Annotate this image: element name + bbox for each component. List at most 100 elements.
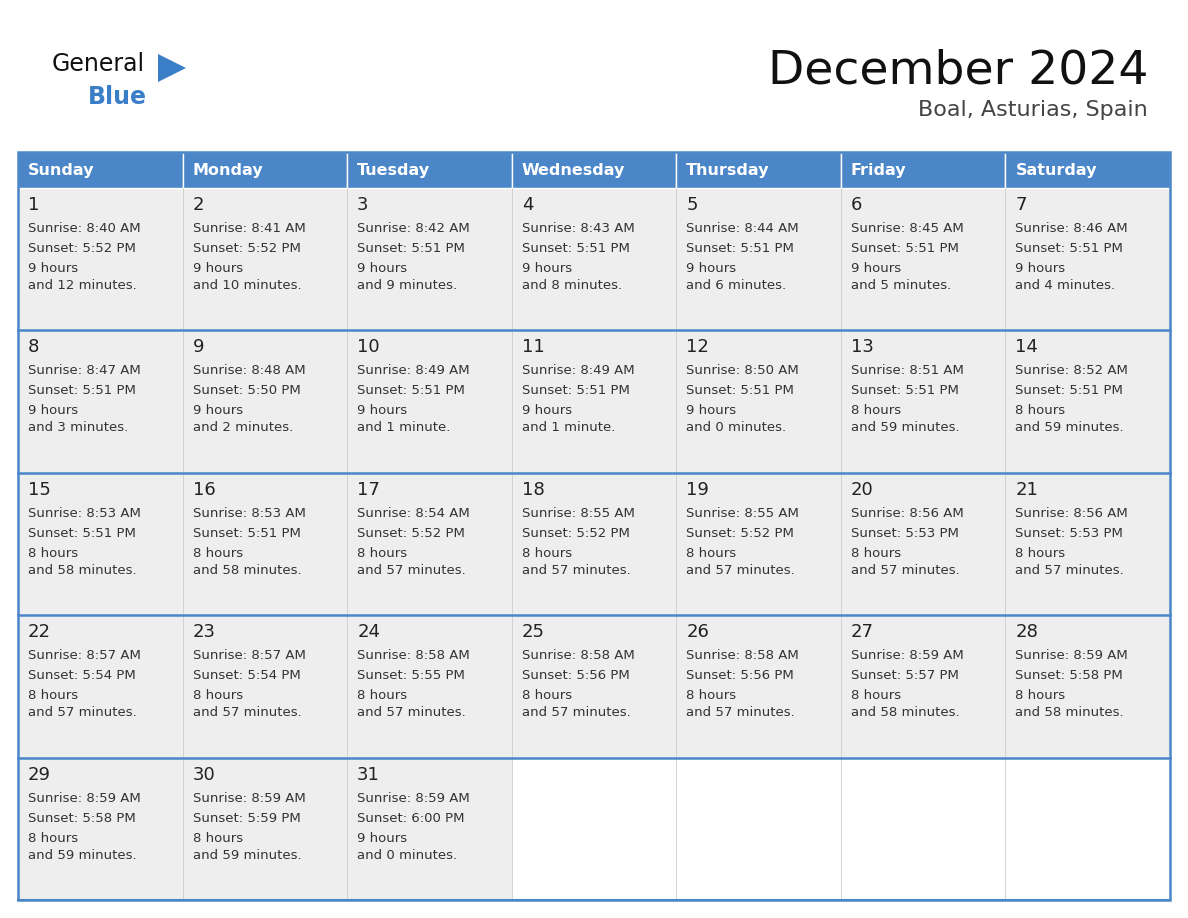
Bar	[183, 473, 347, 615]
Text: 10: 10	[358, 339, 380, 356]
Text: Thursday: Thursday	[687, 162, 770, 177]
Text: 27: 27	[851, 623, 874, 641]
Text: 8 hours
and 58 minutes.: 8 hours and 58 minutes.	[851, 689, 960, 719]
Text: Sunset: 5:53 PM: Sunset: 5:53 PM	[851, 527, 959, 540]
Text: Sunrise: 8:58 AM: Sunrise: 8:58 AM	[522, 649, 634, 662]
Text: Sunrise: 8:46 AM: Sunrise: 8:46 AM	[1016, 222, 1129, 235]
Bar	[841, 615, 1005, 757]
Text: Sunrise: 8:59 AM: Sunrise: 8:59 AM	[1016, 649, 1129, 662]
Bar	[347, 615, 512, 757]
Bar	[347, 330, 512, 473]
Text: Sunset: 5:52 PM: Sunset: 5:52 PM	[29, 242, 135, 255]
Text: 8 hours
and 59 minutes.: 8 hours and 59 minutes.	[192, 832, 302, 862]
Text: Sunset: 5:51 PM: Sunset: 5:51 PM	[29, 527, 135, 540]
Text: Sunrise: 8:56 AM: Sunrise: 8:56 AM	[851, 507, 963, 520]
Text: 13: 13	[851, 339, 873, 356]
Text: 9 hours
and 1 minute.: 9 hours and 1 minute.	[358, 405, 450, 434]
Polygon shape	[158, 54, 187, 82]
Text: 9 hours
and 5 minutes.: 9 hours and 5 minutes.	[851, 262, 952, 292]
Text: Sunset: 5:51 PM: Sunset: 5:51 PM	[687, 385, 794, 397]
Text: 8 hours
and 59 minutes.: 8 hours and 59 minutes.	[1016, 405, 1124, 434]
Text: 9 hours
and 10 minutes.: 9 hours and 10 minutes.	[192, 262, 302, 292]
Text: 12: 12	[687, 339, 709, 356]
Text: Sunset: 5:50 PM: Sunset: 5:50 PM	[192, 385, 301, 397]
Text: Sunrise: 8:45 AM: Sunrise: 8:45 AM	[851, 222, 963, 235]
Text: 23: 23	[192, 623, 215, 641]
Bar	[676, 473, 841, 615]
Bar	[1005, 473, 1170, 615]
Text: 8 hours
and 57 minutes.: 8 hours and 57 minutes.	[522, 689, 631, 719]
Text: Sunrise: 8:52 AM: Sunrise: 8:52 AM	[1016, 364, 1129, 377]
Text: Sunrise: 8:59 AM: Sunrise: 8:59 AM	[29, 791, 140, 804]
Text: 8 hours
and 57 minutes.: 8 hours and 57 minutes.	[687, 547, 795, 577]
Text: Sunset: 5:51 PM: Sunset: 5:51 PM	[687, 242, 794, 255]
Text: 8 hours
and 58 minutes.: 8 hours and 58 minutes.	[29, 547, 137, 577]
Text: Sunrise: 8:49 AM: Sunrise: 8:49 AM	[522, 364, 634, 377]
Text: Sunrise: 8:55 AM: Sunrise: 8:55 AM	[687, 507, 800, 520]
Text: 9 hours
and 0 minutes.: 9 hours and 0 minutes.	[358, 832, 457, 862]
Text: Sunrise: 8:58 AM: Sunrise: 8:58 AM	[687, 649, 800, 662]
Bar	[183, 615, 347, 757]
Bar	[347, 152, 512, 188]
Text: Sunset: 5:51 PM: Sunset: 5:51 PM	[1016, 385, 1124, 397]
Text: 11: 11	[522, 339, 544, 356]
Text: 4: 4	[522, 196, 533, 214]
Text: 8 hours
and 58 minutes.: 8 hours and 58 minutes.	[1016, 689, 1124, 719]
Text: Sunset: 5:56 PM: Sunset: 5:56 PM	[687, 669, 794, 682]
Text: Sunrise: 8:54 AM: Sunrise: 8:54 AM	[358, 507, 470, 520]
Bar	[512, 152, 676, 188]
Text: 8 hours
and 57 minutes.: 8 hours and 57 minutes.	[192, 689, 302, 719]
Text: 16: 16	[192, 481, 215, 498]
Text: Sunset: 5:52 PM: Sunset: 5:52 PM	[687, 527, 794, 540]
Text: Sunset: 5:58 PM: Sunset: 5:58 PM	[29, 812, 135, 824]
Text: 9 hours
and 3 minutes.: 9 hours and 3 minutes.	[29, 405, 128, 434]
Text: 15: 15	[29, 481, 51, 498]
Text: 28: 28	[1016, 623, 1038, 641]
Text: 8 hours
and 57 minutes.: 8 hours and 57 minutes.	[358, 689, 466, 719]
Text: Sunset: 5:51 PM: Sunset: 5:51 PM	[358, 385, 465, 397]
Bar	[18, 152, 1170, 900]
Text: Sunrise: 8:53 AM: Sunrise: 8:53 AM	[29, 507, 141, 520]
Text: 30: 30	[192, 766, 215, 784]
Text: Sunrise: 8:41 AM: Sunrise: 8:41 AM	[192, 222, 305, 235]
Text: Sunrise: 8:40 AM: Sunrise: 8:40 AM	[29, 222, 140, 235]
Text: 8 hours
and 57 minutes.: 8 hours and 57 minutes.	[687, 689, 795, 719]
Bar	[1005, 757, 1170, 900]
Text: Sunset: 5:52 PM: Sunset: 5:52 PM	[358, 527, 465, 540]
Bar	[183, 330, 347, 473]
Text: 5: 5	[687, 196, 697, 214]
Text: Sunset: 5:51 PM: Sunset: 5:51 PM	[29, 385, 135, 397]
Text: Sunset: 5:51 PM: Sunset: 5:51 PM	[851, 385, 959, 397]
Text: Sunday: Sunday	[29, 162, 95, 177]
Text: Sunrise: 8:56 AM: Sunrise: 8:56 AM	[1016, 507, 1129, 520]
Text: Sunset: 5:51 PM: Sunset: 5:51 PM	[851, 242, 959, 255]
Text: 17: 17	[358, 481, 380, 498]
Text: 24: 24	[358, 623, 380, 641]
Text: 8 hours
and 57 minutes.: 8 hours and 57 minutes.	[358, 547, 466, 577]
Bar	[676, 152, 841, 188]
Text: 9 hours
and 9 minutes.: 9 hours and 9 minutes.	[358, 262, 457, 292]
Text: 8 hours
and 59 minutes.: 8 hours and 59 minutes.	[29, 832, 137, 862]
Text: 8 hours
and 57 minutes.: 8 hours and 57 minutes.	[29, 689, 137, 719]
Text: 14: 14	[1016, 339, 1038, 356]
Text: 26: 26	[687, 623, 709, 641]
Text: 3: 3	[358, 196, 368, 214]
Text: 29: 29	[29, 766, 51, 784]
Bar	[18, 152, 183, 188]
Text: Sunrise: 8:44 AM: Sunrise: 8:44 AM	[687, 222, 798, 235]
Text: 9 hours
and 4 minutes.: 9 hours and 4 minutes.	[1016, 262, 1116, 292]
Text: 6: 6	[851, 196, 862, 214]
Text: General: General	[52, 52, 145, 76]
Text: 8: 8	[29, 339, 39, 356]
Text: Sunrise: 8:59 AM: Sunrise: 8:59 AM	[192, 791, 305, 804]
Text: 22: 22	[29, 623, 51, 641]
Bar	[512, 757, 676, 900]
Text: 20: 20	[851, 481, 873, 498]
Text: 9 hours
and 1 minute.: 9 hours and 1 minute.	[522, 405, 615, 434]
Text: Sunset: 5:53 PM: Sunset: 5:53 PM	[1016, 527, 1124, 540]
Text: Sunset: 5:59 PM: Sunset: 5:59 PM	[192, 812, 301, 824]
Bar	[512, 330, 676, 473]
Text: Tuesday: Tuesday	[358, 162, 430, 177]
Text: 8 hours
and 57 minutes.: 8 hours and 57 minutes.	[1016, 547, 1124, 577]
Text: Sunrise: 8:50 AM: Sunrise: 8:50 AM	[687, 364, 800, 377]
